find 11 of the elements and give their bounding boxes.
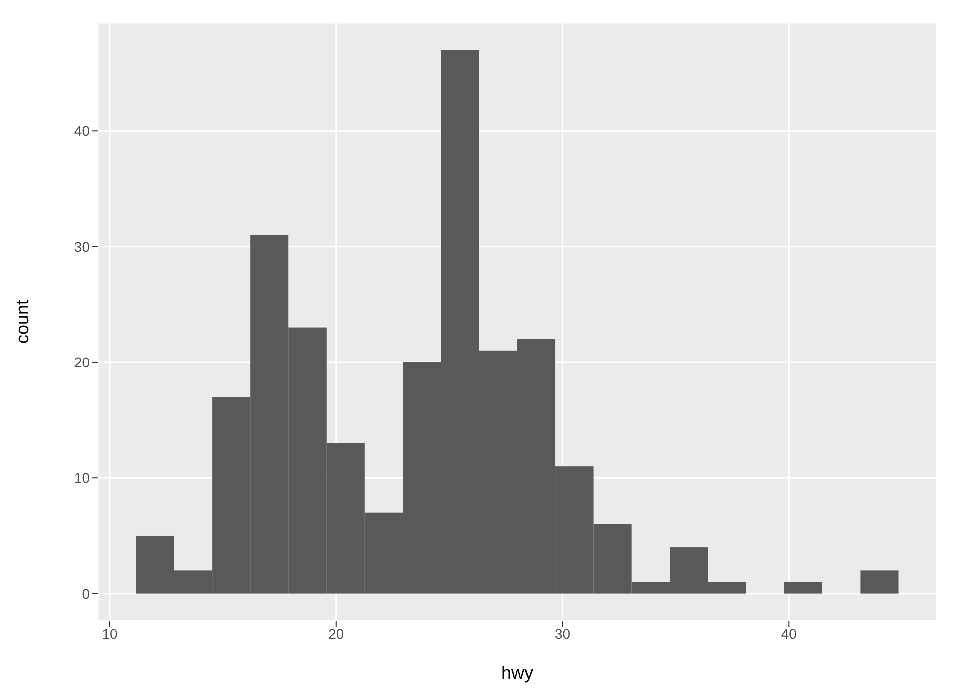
y-tick-label: 20 xyxy=(74,354,90,370)
y-tick-label: 30 xyxy=(74,238,90,255)
x-axis-title: hwy xyxy=(501,663,534,683)
y-axis-title: count xyxy=(12,300,32,344)
x-tick-label: 30 xyxy=(554,626,571,642)
x-tick-label: 40 xyxy=(781,626,798,642)
y-tick-label: 0 xyxy=(82,586,90,602)
x-tick-label: 10 xyxy=(102,626,118,642)
y-tick-label: 10 xyxy=(74,470,90,486)
x-tick-label: 20 xyxy=(328,626,344,642)
y-tick-label: 40 xyxy=(74,123,90,140)
